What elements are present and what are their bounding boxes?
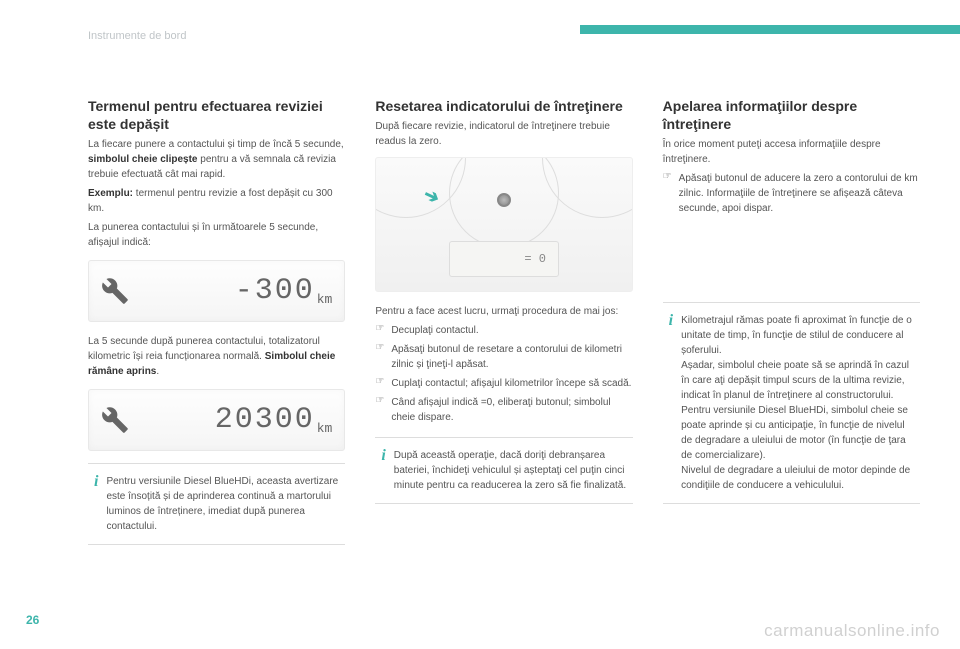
bullet-text: Când afișajul indică =0, eliberaţi buton… — [391, 395, 632, 425]
wrench-icon — [101, 277, 129, 305]
page-content: Instrumente de bord Termenul pentru efec… — [0, 0, 960, 565]
column-2: Resetarea indicatorului de întreţinere D… — [375, 97, 632, 545]
heading-service-overdue: Termenul pentru efectuarea reviziei este… — [88, 97, 345, 133]
bullet-item: ☞ Cuplaţi contactul; afișajul kilometril… — [375, 376, 632, 391]
heading-call-info: Apelarea informaţiilor despre întreţiner… — [663, 97, 920, 133]
display-unit: km — [317, 421, 333, 436]
heading-reset-indicator: Resetarea indicatorului de întreţinere — [375, 97, 632, 115]
mini-display-value: = 0 — [524, 252, 546, 266]
bullet-item: ☞ Apăsaţi butonul de resetare a contorul… — [375, 342, 632, 372]
bullet-marker: ☞ — [375, 395, 391, 425]
text: La fiecare punere a contactului și timp … — [88, 139, 344, 150]
paragraph: La fiecare punere a contactului și timp … — [88, 137, 345, 182]
bullet-text: Apăsaţi butonul de aducere la zero a con… — [679, 171, 920, 216]
watermark: carmanualsonline.info — [764, 621, 940, 641]
info-box-bluehdi: i Pentru versiunile Diesel BlueHDi, acea… — [88, 463, 345, 545]
odometer-display-total: 20300 km — [88, 389, 345, 451]
info-box-mileage: i Kilometrajul rămas poate fi aproximat … — [663, 302, 920, 504]
text-bold: Exemplu: — [88, 188, 133, 199]
spacer — [663, 220, 920, 290]
wrench-icon — [101, 406, 129, 434]
info-icon: i — [381, 448, 385, 493]
info-icon: i — [94, 474, 98, 534]
bullet-item: ☞ Decuplaţi contactul. — [375, 323, 632, 338]
display-value: -300 — [129, 274, 315, 308]
bullet-text: Apăsaţi butonul de resetare a contorului… — [391, 342, 632, 372]
text-bold: simbolul cheie clipește — [88, 154, 197, 165]
content-columns: Termenul pentru efectuarea reviziei este… — [88, 97, 920, 545]
bullet-marker: ☞ — [375, 323, 391, 338]
paragraph: În orice moment puteţi accesa informaţii… — [663, 137, 920, 167]
paragraph: La punerea contactului și în următoarele… — [88, 220, 345, 250]
info-text: Pentru versiunile Diesel BlueHDi, aceast… — [106, 474, 339, 534]
page-number: 26 — [26, 613, 39, 627]
paragraph: La 5 secunde după punerea contactului, t… — [88, 334, 345, 379]
reset-button-graphic — [497, 193, 511, 207]
column-3: Apelarea informaţiilor despre întreţiner… — [663, 97, 920, 545]
info-box-battery: i După această operaţie, dacă doriţi deb… — [375, 437, 632, 504]
paragraph: Exemplu: termenul pentru revizie a fost … — [88, 186, 345, 216]
info-icon: i — [669, 313, 673, 493]
paragraph: Pentru a face acest lucru, urmaţi proced… — [375, 304, 632, 319]
info-text: După această operaţie, dacă doriţi debra… — [394, 448, 627, 493]
mini-odometer-display: = 0 — [449, 241, 559, 277]
bullet-marker: ☞ — [663, 171, 679, 216]
odometer-display-overdue: -300 km — [88, 260, 345, 322]
bullet-text: Cuplaţi contactul; afișajul kilometrilor… — [391, 376, 632, 391]
display-value: 20300 — [129, 403, 315, 437]
display-unit: km — [317, 292, 333, 307]
info-text: Kilometrajul rămas poate fi aproximat în… — [681, 313, 914, 493]
column-1: Termenul pentru efectuarea reviziei este… — [88, 97, 345, 545]
dashboard-reset-illustration: ➔ = 0 — [375, 157, 632, 292]
bullet-marker: ☞ — [375, 376, 391, 391]
bullet-item: ☞ Când afișajul indică =0, eliberaţi but… — [375, 395, 632, 425]
text: . — [156, 366, 159, 377]
paragraph: După fiecare revizie, indicatorul de înt… — [375, 119, 632, 149]
header-accent-bar — [580, 25, 960, 34]
bullet-marker: ☞ — [375, 342, 391, 372]
bullet-text: Decuplaţi contactul. — [391, 323, 632, 338]
bullet-item: ☞ Apăsaţi butonul de aducere la zero a c… — [663, 171, 920, 216]
